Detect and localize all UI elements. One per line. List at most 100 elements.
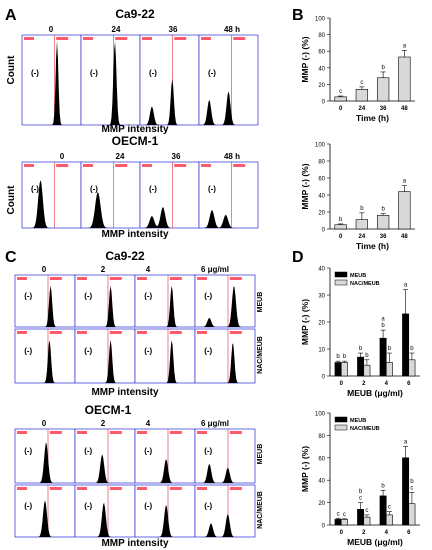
y-tick-label: 20 bbox=[318, 211, 325, 217]
x-tick-label: 6 bbox=[407, 381, 411, 387]
histogram-frame bbox=[194, 428, 256, 484]
bar bbox=[376, 215, 390, 230]
y-axis-label: MMP (-) (%) bbox=[300, 163, 310, 209]
gate-stat-tag bbox=[24, 164, 34, 167]
panel-c-flow-histograms: Ca9-22 0 2 4 6 μg/ml MEUB NAC/MEUB (-) (-… bbox=[14, 249, 264, 549]
histogram-frame bbox=[139, 34, 200, 126]
gate-stat-tag bbox=[137, 331, 147, 334]
y-tick-label: 80 bbox=[318, 33, 325, 39]
panel-a-group2-tp-1: 24 bbox=[116, 152, 125, 161]
panel-c-group2-dose-2: 4 bbox=[146, 419, 151, 428]
panel-letter-c: C bbox=[5, 249, 17, 266]
negative-gate-label: (-) bbox=[144, 346, 152, 355]
legend-swatch bbox=[334, 271, 348, 278]
x-tick-label: 2 bbox=[362, 381, 366, 387]
x-tick-label: 36 bbox=[380, 106, 387, 112]
histogram-peak bbox=[83, 192, 138, 228]
significance-letter: c bbox=[365, 508, 368, 514]
negative-gate-label: (-) bbox=[84, 501, 92, 510]
panel-c-group1-dose-1: 2 bbox=[101, 265, 106, 274]
histogram-peak bbox=[24, 180, 79, 228]
histogram-frame bbox=[194, 484, 256, 538]
negative-gate-label: (-) bbox=[31, 69, 39, 78]
histogram-peak bbox=[197, 463, 253, 483]
negative-gate-label: (-) bbox=[144, 291, 152, 300]
negative-gate-label: (-) bbox=[204, 501, 212, 510]
histogram-frame bbox=[80, 34, 141, 126]
y-tick-label: 10 bbox=[318, 348, 325, 354]
gate-stat-tag bbox=[174, 37, 187, 40]
x-axis-label: Time (h) bbox=[356, 241, 389, 251]
y-tick-label: 40 bbox=[318, 479, 325, 485]
histogram-frame bbox=[21, 34, 82, 126]
significance-letter: b bbox=[381, 483, 385, 489]
gate-stat-tag bbox=[49, 487, 62, 490]
significance-letter: b bbox=[365, 353, 369, 359]
y-axis-label: MMP (-) (%) bbox=[300, 446, 310, 492]
panel-c-group2-row-label-0: MEUB bbox=[257, 444, 264, 465]
bar bbox=[334, 362, 342, 377]
panel-a-group2-tp-2: 36 bbox=[172, 152, 181, 161]
gate-stat-tag bbox=[49, 277, 62, 280]
gate-stat-tag bbox=[17, 331, 27, 334]
bar bbox=[402, 313, 410, 377]
panel-c-group1-row-label-0: MEUB bbox=[257, 292, 264, 313]
panel-a-group2-xlabel: MMP intensity bbox=[101, 229, 168, 240]
x-axis-label: MEUB (μg/ml) bbox=[347, 388, 403, 398]
panel-c-group2-histograms: (-) (-) (-) (-) (-) (-) (-) (-) bbox=[14, 428, 256, 538]
panel-c-group2-dose-3: 6 μg/ml bbox=[201, 419, 229, 428]
panel-c-group1-row-label-1: NAC/MEUB bbox=[257, 336, 264, 374]
gate-stat-tag bbox=[233, 37, 246, 40]
gate-stat-tag bbox=[17, 431, 27, 434]
significance-letter: c bbox=[339, 89, 342, 95]
legend-swatch bbox=[334, 424, 348, 431]
bar bbox=[334, 224, 347, 230]
gate-stat-tag bbox=[229, 331, 242, 334]
bar bbox=[357, 509, 365, 526]
gate-stat-tag bbox=[229, 277, 242, 280]
legend-label: NAC/MEUB bbox=[350, 426, 380, 432]
negative-gate-label: (-) bbox=[149, 69, 157, 78]
bar bbox=[355, 89, 369, 102]
significance-letter: b bbox=[359, 489, 363, 495]
legend-swatch bbox=[334, 279, 348, 286]
gate-stat-tag bbox=[174, 164, 187, 167]
bar bbox=[340, 362, 348, 377]
significance-letter: a bbox=[404, 283, 408, 289]
bar bbox=[385, 514, 393, 526]
panel-a-group2-histograms: (-) (-) (-) (-) bbox=[21, 161, 259, 229]
x-tick-label: 24 bbox=[359, 234, 366, 240]
y-tick-label: 100 bbox=[315, 17, 326, 23]
histogram-frame bbox=[194, 328, 256, 384]
x-tick-label: 4 bbox=[385, 530, 389, 536]
gate-stat-tag bbox=[83, 37, 93, 40]
bar bbox=[385, 362, 393, 377]
histogram-peak bbox=[137, 459, 193, 483]
histogram-peak bbox=[142, 78, 197, 125]
bar bbox=[402, 457, 410, 526]
x-tick-label: 4 bbox=[385, 381, 389, 387]
bar bbox=[408, 503, 416, 526]
significance-letter: a bbox=[404, 440, 408, 446]
gate-stat-tag bbox=[197, 431, 207, 434]
panel-a-group1-xlabel: MMP intensity bbox=[101, 124, 168, 135]
panel-c-group1-dose-2: 4 bbox=[146, 265, 151, 274]
histogram-peak bbox=[197, 514, 253, 537]
histogram-peak bbox=[137, 504, 193, 537]
significance-letter: a bbox=[403, 43, 407, 49]
y-tick-label: 0 bbox=[322, 228, 326, 234]
gate-stat-tag bbox=[56, 164, 69, 167]
negative-gate-label: (-) bbox=[208, 69, 216, 78]
gate-stat-tag bbox=[109, 277, 122, 280]
panel-a-group2-tp-3: 48 h bbox=[224, 152, 240, 161]
gate-stat-tag bbox=[201, 164, 211, 167]
y-tick-label: 0 bbox=[322, 100, 326, 106]
gate-stat-tag bbox=[197, 277, 207, 280]
significance-letter: b bbox=[381, 207, 385, 213]
y-tick-label: 30 bbox=[318, 294, 325, 300]
gate-stat-tag bbox=[137, 487, 147, 490]
panel-a-group2-title: OECM-1 bbox=[112, 134, 159, 148]
gate-stat-tag bbox=[109, 431, 122, 434]
